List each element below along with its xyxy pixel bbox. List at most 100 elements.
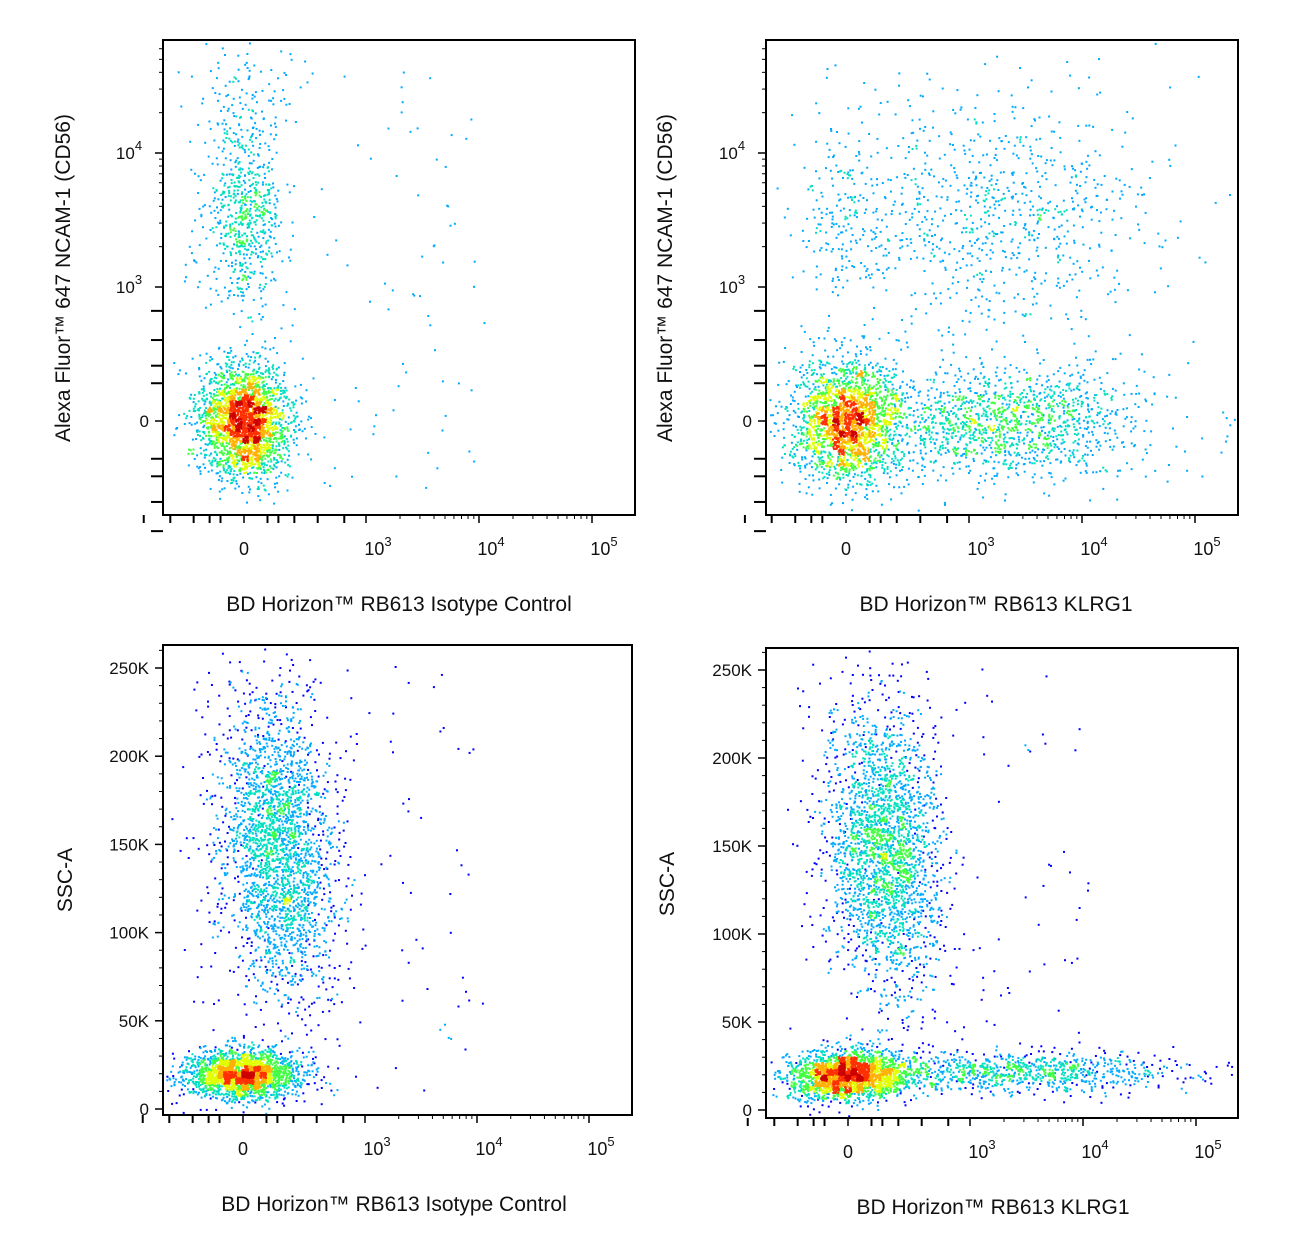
data-point — [263, 472, 266, 475]
data-point — [1000, 240, 1003, 243]
data-point — [473, 460, 476, 463]
data-point — [277, 189, 280, 192]
data-point — [255, 183, 258, 186]
data-point — [984, 221, 987, 224]
data-point — [253, 441, 256, 444]
data-point — [1169, 86, 1172, 89]
data-point — [239, 199, 242, 202]
data-point — [273, 138, 276, 141]
data-point — [869, 346, 872, 349]
data-point — [288, 191, 291, 194]
data-point — [955, 292, 958, 295]
data-point — [1016, 431, 1019, 434]
data-point — [1056, 235, 1059, 238]
data-point — [252, 298, 255, 301]
data-point — [246, 449, 249, 452]
data-point — [919, 449, 922, 452]
data-point — [1028, 231, 1031, 234]
data-point — [239, 102, 242, 105]
data-point — [253, 446, 256, 449]
data-point — [1009, 223, 1012, 226]
data-point — [232, 270, 235, 273]
data-point — [266, 166, 269, 169]
data-point — [872, 211, 875, 214]
data-point — [267, 401, 270, 404]
data-point — [234, 259, 237, 262]
data-point — [207, 409, 210, 412]
data-point — [206, 274, 209, 277]
data-point — [252, 236, 255, 239]
data-point — [251, 477, 253, 480]
data-point — [1124, 131, 1127, 134]
data-point — [1028, 461, 1031, 464]
data-point — [258, 313, 261, 315]
data-point — [894, 405, 897, 408]
data-point — [872, 192, 875, 195]
data-point — [270, 124, 272, 127]
data-point — [915, 401, 918, 404]
data-point — [238, 373, 241, 376]
data-point — [240, 244, 243, 247]
data-point — [1158, 245, 1161, 248]
data-point — [873, 306, 875, 309]
data-point — [1020, 456, 1023, 459]
data-point — [232, 439, 235, 442]
data-point — [995, 340, 998, 343]
data-point — [234, 371, 237, 374]
data-point — [237, 138, 240, 141]
data-point — [265, 240, 268, 243]
data-point — [251, 393, 254, 396]
data-point — [774, 422, 777, 425]
data-point — [813, 344, 816, 347]
data-point — [987, 214, 990, 217]
data-point — [847, 107, 850, 110]
data-point — [891, 383, 894, 386]
data-point — [1169, 164, 1172, 167]
data-point — [267, 145, 270, 148]
data-point — [876, 218, 879, 221]
data-point — [912, 410, 915, 412]
data-point — [210, 211, 213, 214]
data-point — [220, 367, 223, 370]
data-point — [1041, 207, 1044, 210]
data-point — [1012, 152, 1015, 155]
data-point — [975, 413, 978, 416]
data-point — [831, 184, 834, 187]
data-point — [250, 430, 253, 433]
data-point — [958, 367, 961, 370]
data-point — [1151, 403, 1154, 406]
data-point — [226, 371, 228, 373]
data-point — [267, 389, 270, 392]
data-point — [222, 393, 225, 396]
data-point — [242, 446, 245, 449]
data-point — [1044, 162, 1047, 165]
data-point — [916, 256, 919, 259]
data-point — [1226, 435, 1229, 438]
data-point — [245, 239, 248, 242]
data-point — [1145, 452, 1148, 455]
data-point — [212, 199, 215, 202]
data-point — [233, 181, 236, 184]
data-point — [265, 417, 268, 419]
data-point — [1038, 233, 1040, 235]
data-point — [221, 150, 224, 153]
data-point — [235, 380, 237, 383]
data-point — [1164, 239, 1167, 242]
data-point — [269, 348, 272, 351]
data-point — [217, 123, 220, 126]
data-point — [240, 264, 243, 267]
data-point — [228, 189, 231, 192]
data-point — [225, 440, 228, 443]
data-point — [257, 486, 260, 489]
data-point — [1054, 184, 1057, 187]
data-point — [256, 415, 258, 418]
data-point — [202, 385, 205, 388]
data-point — [234, 409, 236, 412]
data-point — [226, 428, 229, 431]
data-point — [270, 409, 272, 411]
data-point — [241, 135, 244, 138]
data-point — [1192, 340, 1195, 343]
data-point — [258, 147, 261, 149]
data-point — [1103, 431, 1106, 434]
data-point — [229, 226, 232, 229]
